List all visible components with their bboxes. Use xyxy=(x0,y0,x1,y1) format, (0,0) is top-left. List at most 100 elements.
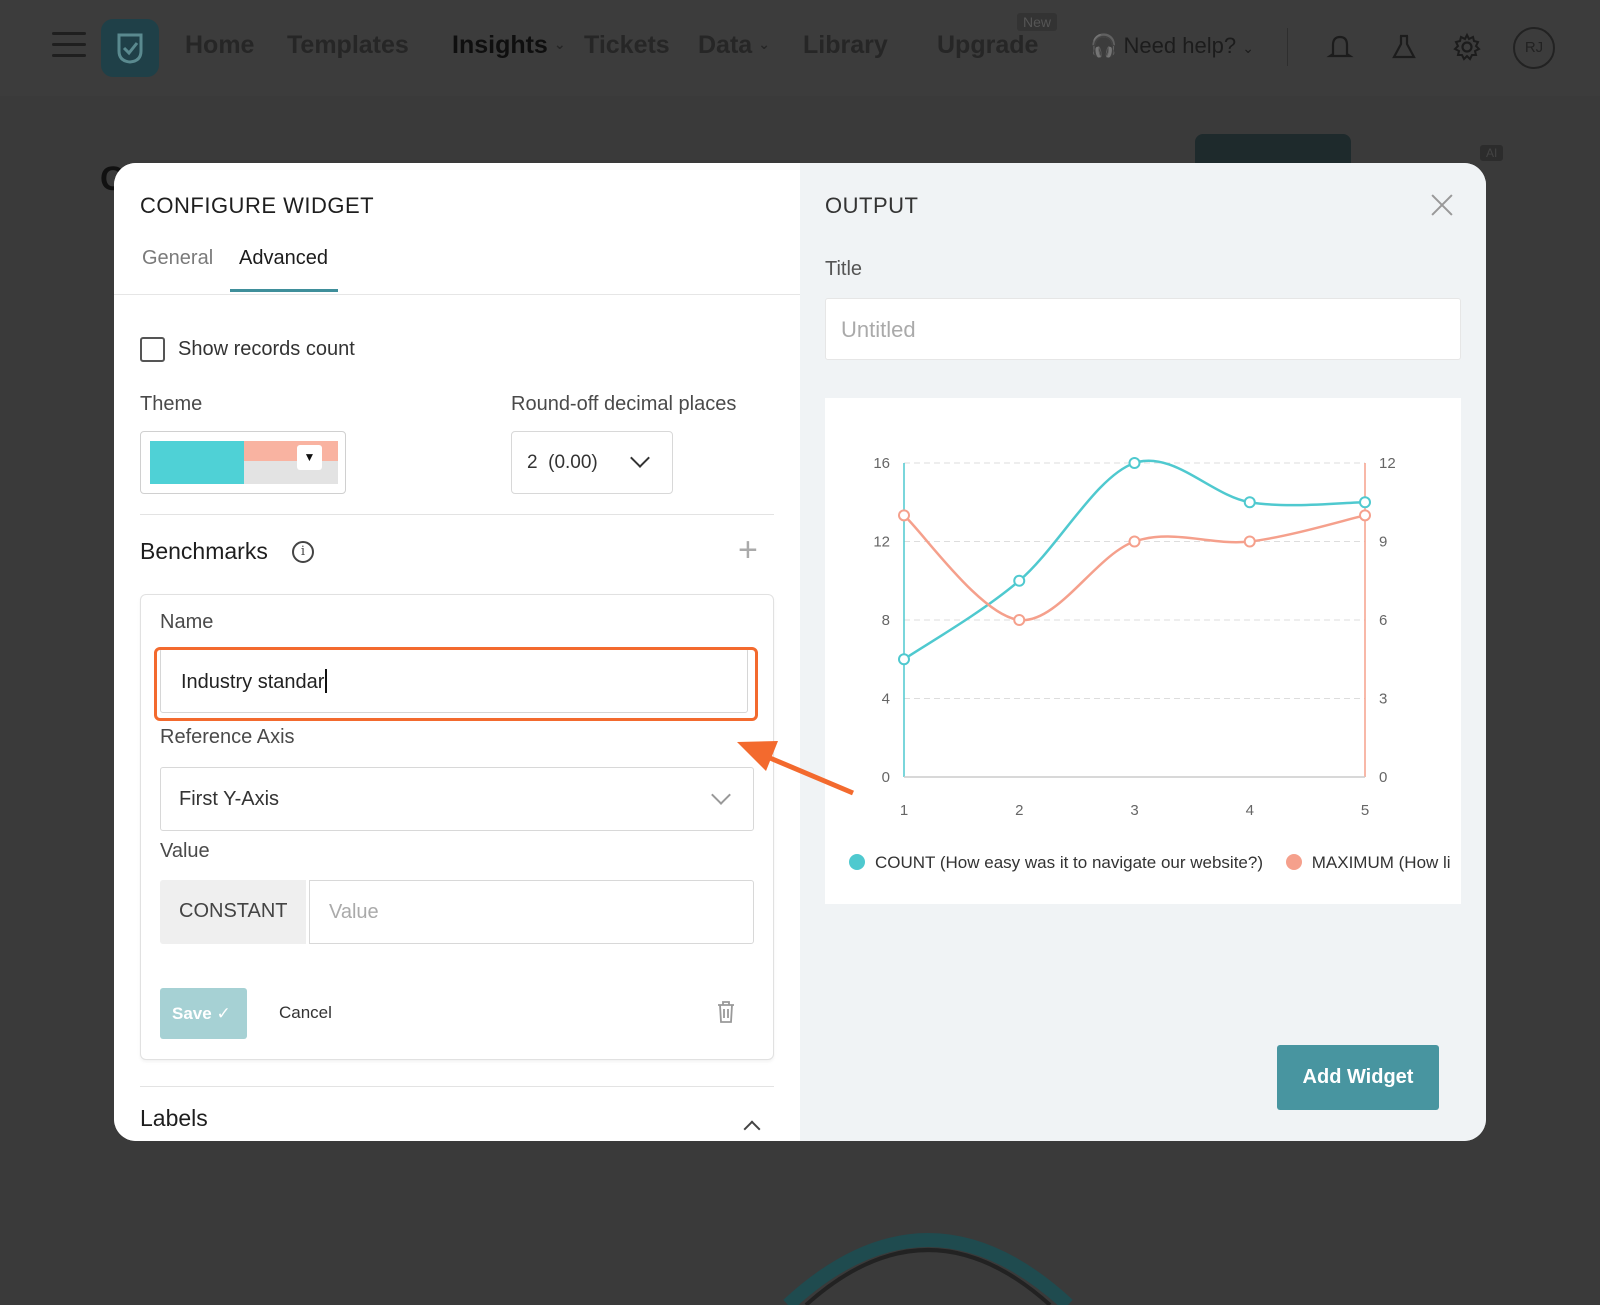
highlight-outline xyxy=(154,647,758,721)
x-tick-label: 4 xyxy=(1246,802,1254,819)
menu-icon[interactable] xyxy=(52,32,86,62)
chart-preview: 0 4 8 12 16 0 3 6 9 12 1 2 3 4 5 COUNT (How easy was i… xyxy=(825,398,1461,904)
value-type: CONSTANT xyxy=(179,900,288,922)
x-tick-label: 5 xyxy=(1361,802,1369,819)
configure-pane: CONFIGURE WIDGET General Advanced Show r… xyxy=(114,163,800,1141)
nav-library[interactable]: Library xyxy=(803,31,888,59)
value-label: Value xyxy=(160,840,210,862)
y-left-tick-label: 0 xyxy=(882,769,890,786)
flask-icon[interactable] xyxy=(1389,32,1419,62)
tab-general[interactable]: General xyxy=(142,247,214,269)
x-tick-label: 2 xyxy=(1015,802,1023,819)
reference-axis-select[interactable]: First Y-Axis xyxy=(160,767,754,831)
avatar[interactable]: RJ xyxy=(1513,27,1555,69)
decimals-label: Round-off decimal places xyxy=(511,393,737,415)
bell-icon[interactable] xyxy=(1325,32,1355,62)
labels-section-title: Labels xyxy=(140,1105,208,1131)
chevron-down-icon: ⌄ xyxy=(1242,40,1254,56)
legend-item-maximum[interactable]: MAXIMUM (How li xyxy=(1285,853,1451,873)
save-label: Save xyxy=(172,1004,212,1023)
y-right-tick-label: 12 xyxy=(1379,455,1396,472)
y-right-tick-label: 9 xyxy=(1379,534,1387,551)
data-point xyxy=(1013,574,1026,587)
value-type-select[interactable]: CONSTANT xyxy=(160,880,306,944)
save-button[interactable]: Save ✓ xyxy=(160,988,247,1039)
trash-icon[interactable] xyxy=(716,1000,736,1024)
data-point xyxy=(898,653,910,666)
data-point xyxy=(1359,509,1371,522)
theme-label: Theme xyxy=(140,393,203,415)
theme-swatch-peach xyxy=(244,441,338,461)
legend-label: MAXIMUM (How li xyxy=(1311,853,1451,872)
data-point xyxy=(1359,496,1371,509)
nav-tickets[interactable]: Tickets xyxy=(584,31,670,59)
background-gauge-arc xyxy=(783,1233,1073,1305)
legend-dot xyxy=(849,854,865,870)
data-point xyxy=(1013,614,1026,626)
active-tab-indicator xyxy=(230,289,338,292)
app-logo-icon[interactable] xyxy=(101,19,159,77)
theme-picker[interactable]: ▼ xyxy=(140,431,346,494)
benchmark-value-placeholder: Value xyxy=(329,901,379,923)
new-badge: New xyxy=(1017,13,1058,31)
section-divider xyxy=(140,1086,774,1087)
add-widget-button[interactable]: Add Widget xyxy=(1277,1045,1439,1110)
decimals-select[interactable]: 2 (0.00) xyxy=(511,431,673,494)
nav-insights-label: Insights xyxy=(452,31,548,59)
headset-icon: 🎧 xyxy=(1090,33,1118,58)
data-point xyxy=(898,509,910,522)
help-menu[interactable]: 🎧 Need help? ⌄ xyxy=(1090,33,1254,59)
info-icon[interactable]: i xyxy=(292,541,314,563)
chevron-down-icon: ⌄ xyxy=(758,36,770,52)
nav-divider xyxy=(1287,28,1288,66)
y-left-tick-label: 16 xyxy=(873,455,890,472)
legend-label: COUNT (How easy was it to navigate our w… xyxy=(875,853,1264,872)
reference-axis-value: First Y-Axis xyxy=(179,788,280,810)
data-point xyxy=(1128,535,1141,548)
show-records-count-checkbox[interactable] xyxy=(140,337,165,362)
cancel-button[interactable]: Cancel xyxy=(279,1003,332,1022)
tab-advanced[interactable]: Advanced xyxy=(239,247,328,269)
benchmark-value-input[interactable]: Value xyxy=(309,880,754,944)
legend-item-count[interactable]: COUNT (How easy was it to navigate our w… xyxy=(849,853,1263,873)
gear-icon[interactable] xyxy=(1452,32,1482,62)
title-placeholder: Untitled xyxy=(841,317,916,342)
nav-home[interactable]: Home xyxy=(185,31,255,59)
y-left-tick-label: 4 xyxy=(882,691,890,708)
legend-dot xyxy=(1285,854,1302,870)
data-point xyxy=(1243,496,1256,509)
chevron-down-icon xyxy=(711,785,731,805)
chart-legend: COUNT (How easy was it to navigate our w… xyxy=(849,853,1461,873)
nav-data[interactable]: Data ⌄ xyxy=(698,31,770,60)
help-label: Need help? xyxy=(1123,33,1237,58)
series-line-0 xyxy=(903,459,1366,661)
nav-upgrade[interactable]: Upgrade xyxy=(937,31,1039,59)
nav-data-label: Data xyxy=(698,31,753,59)
chevron-down-icon xyxy=(630,448,650,468)
check-icon: ✓ xyxy=(216,1004,231,1023)
y-left-tick-label: 8 xyxy=(882,612,890,629)
show-records-count-label: Show records count xyxy=(178,338,355,360)
reference-axis-label: Reference Axis xyxy=(160,726,295,748)
x-tick-label: 3 xyxy=(1130,802,1138,819)
title-input[interactable]: Untitled xyxy=(825,298,1461,360)
series-line-1 xyxy=(903,514,1366,622)
y-right-tick-label: 0 xyxy=(1379,769,1387,786)
nav-insights[interactable]: Insights ⌄ xyxy=(452,31,566,60)
y-right-tick-label: 3 xyxy=(1379,691,1387,708)
modal-title: CONFIGURE WIDGET xyxy=(140,193,375,218)
add-benchmark-button[interactable]: + xyxy=(738,531,758,569)
configure-widget-modal: CONFIGURE WIDGET General Advanced Show r… xyxy=(114,163,1486,1141)
caret-down-icon[interactable]: ▼ xyxy=(297,445,322,470)
nav-templates[interactable]: Templates xyxy=(287,31,409,59)
output-pane: OUTPUT Title Untitled 0 4 8 12 16 0 3 6 9 12 1 2 3 4 5… xyxy=(800,163,1486,1141)
close-icon[interactable] xyxy=(1430,193,1454,217)
benchmarks-title: Benchmarks xyxy=(140,538,268,564)
theme-swatch-teal xyxy=(150,441,244,484)
chevron-up-icon[interactable] xyxy=(743,1120,761,1138)
benchmark-name-label: Name xyxy=(160,611,214,633)
y-left-tick-label: 12 xyxy=(873,534,890,551)
data-point xyxy=(1243,535,1256,548)
output-title: OUTPUT xyxy=(825,193,919,218)
